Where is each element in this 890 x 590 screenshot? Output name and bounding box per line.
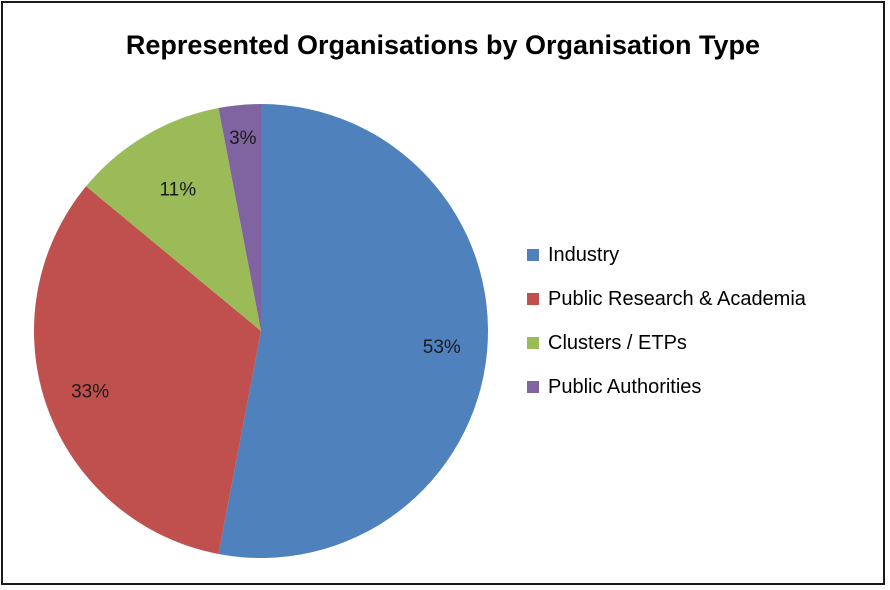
pie-slice-industry: [218, 104, 489, 558]
legend-item-public-authorities: Public Authorities: [527, 365, 806, 409]
legend-swatch-public-authorities: [527, 381, 539, 393]
chart-title: Represented Organisations by Organisatio…: [125, 30, 761, 60]
legend-label-industry: Industry: [548, 243, 620, 266]
legend-item-public-research: Public Research & Academia: [527, 277, 806, 321]
legend-item-clusters: Clusters / ETPs: [527, 321, 806, 365]
pie-slice-clusters: [86, 108, 261, 331]
legend-label-clusters: Clusters / ETPs: [548, 331, 687, 354]
data-label-clusters: 11%: [159, 179, 196, 200]
data-label-public-authorities: 3%: [229, 128, 257, 149]
legend-swatch-clusters: [527, 337, 539, 349]
data-label-public-research: 33%: [71, 382, 109, 403]
legend-label-public-authorities: Public Authorities: [548, 375, 702, 398]
legend-label-public-research: Public Research & Academia: [548, 287, 806, 310]
pie-slice-public-research: [34, 186, 261, 554]
legend: Industry Public Research & Academia Clus…: [527, 233, 806, 409]
pie-slice-public-authorities: [218, 104, 261, 331]
legend-item-industry: Industry: [527, 233, 806, 277]
data-label-industry: 53%: [423, 337, 461, 358]
legend-swatch-industry: [527, 249, 539, 261]
legend-swatch-public-research: [527, 293, 539, 305]
pie-chart: 53% 33% 11% 3%: [34, 104, 489, 558]
